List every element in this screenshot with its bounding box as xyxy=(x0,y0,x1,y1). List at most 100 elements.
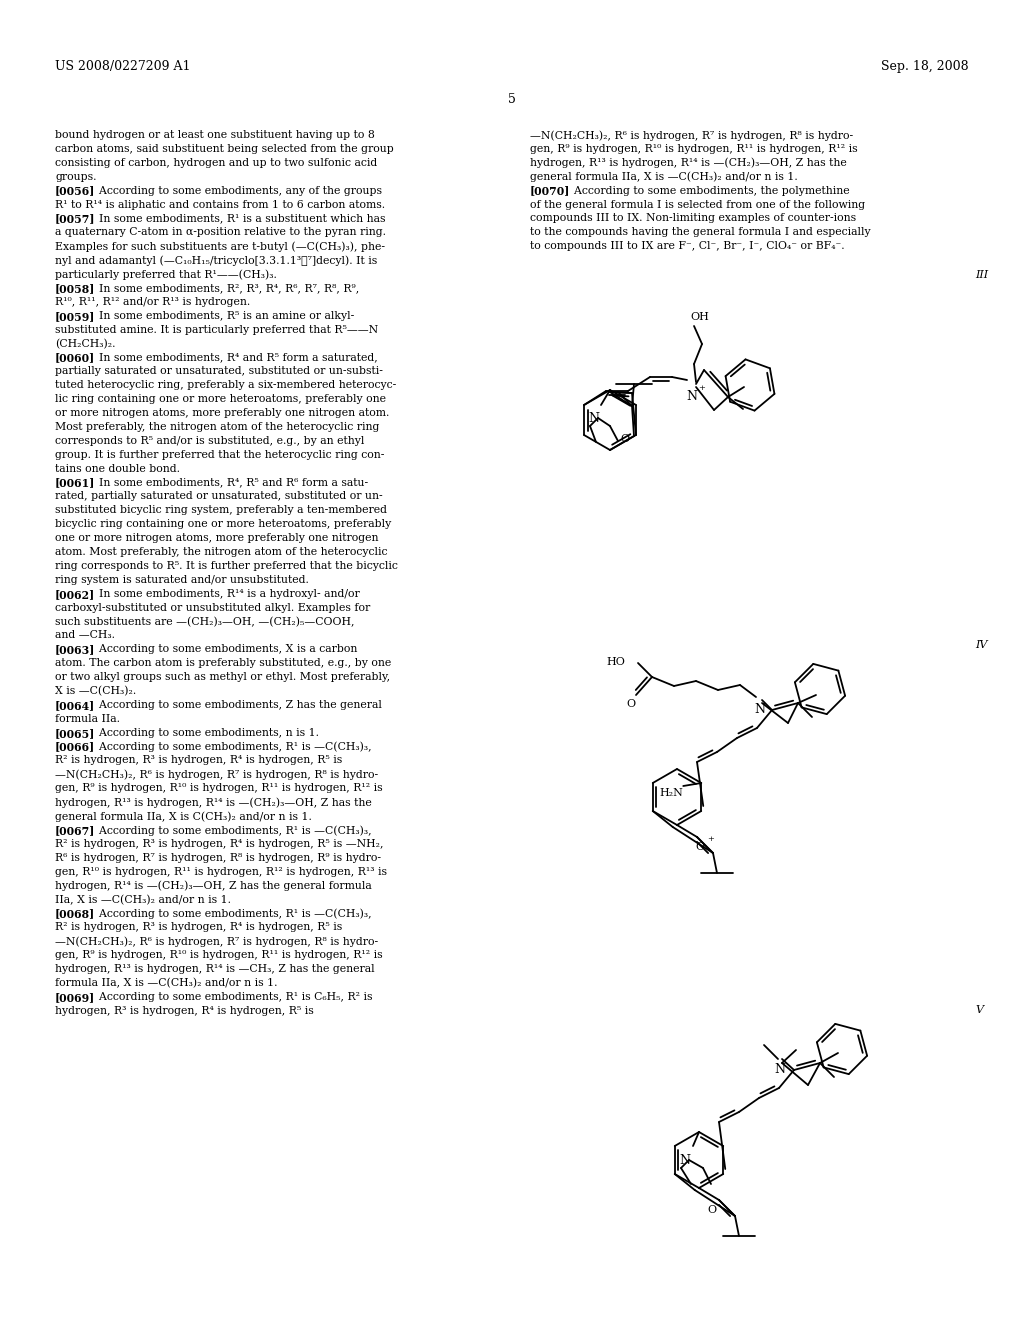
Text: In some embodiments, R², R³, R⁴, R⁶, R⁷, R⁸, R⁹,: In some embodiments, R², R³, R⁴, R⁶, R⁷,… xyxy=(85,282,359,293)
Text: groups.: groups. xyxy=(55,172,96,182)
Text: formula IIa, X is —C(CH₃)₂ and/or n is 1.: formula IIa, X is —C(CH₃)₂ and/or n is 1… xyxy=(55,978,278,989)
Text: [0070]: [0070] xyxy=(530,186,570,197)
Text: compounds III to IX. Non-limiting examples of counter-ions: compounds III to IX. Non-limiting exampl… xyxy=(530,214,856,223)
Text: H₂N: H₂N xyxy=(659,788,683,799)
Text: hydrogen, R¹³ is hydrogen, R¹⁴ is —CH₃, Z has the general: hydrogen, R¹³ is hydrogen, R¹⁴ is —CH₃, … xyxy=(55,964,375,974)
Text: US 2008/0227209 A1: US 2008/0227209 A1 xyxy=(55,59,190,73)
Text: According to some embodiments, X is a carbon: According to some embodiments, X is a ca… xyxy=(85,644,357,655)
Text: nyl and adamantyl (—C₁₀H₁₅/tricyclo[3.3.1.1³‧⁷]decyl). It is: nyl and adamantyl (—C₁₀H₁₅/tricyclo[3.3.… xyxy=(55,255,377,265)
Text: and —CH₃.: and —CH₃. xyxy=(55,631,115,640)
Text: IV: IV xyxy=(975,640,987,649)
Text: In some embodiments, R¹ is a substituent which has: In some embodiments, R¹ is a substituent… xyxy=(85,214,386,223)
Text: corresponds to R⁵ and/or is substituted, e.g., by an ethyl: corresponds to R⁵ and/or is substituted,… xyxy=(55,436,365,446)
Text: [0068]: [0068] xyxy=(55,908,95,920)
Text: +: + xyxy=(707,836,714,843)
Text: carbon atoms, said substituent being selected from the group: carbon atoms, said substituent being sel… xyxy=(55,144,394,154)
Text: Most preferably, the nitrogen atom of the heterocyclic ring: Most preferably, the nitrogen atom of th… xyxy=(55,422,379,432)
Text: O: O xyxy=(707,1205,716,1214)
Text: consisting of carbon, hydrogen and up to two sulfonic acid: consisting of carbon, hydrogen and up to… xyxy=(55,158,377,168)
Text: hydrogen, R¹⁴ is —(CH₂)₃—OH, Z has the general formula: hydrogen, R¹⁴ is —(CH₂)₃—OH, Z has the g… xyxy=(55,880,372,891)
Text: According to some embodiments, R¹ is C₆H₅, R² is: According to some embodiments, R¹ is C₆H… xyxy=(85,991,373,1002)
Text: or more nitrogen atoms, more preferably one nitrogen atom.: or more nitrogen atoms, more preferably … xyxy=(55,408,389,418)
Text: According to some embodiments, the polymethine: According to some embodiments, the polym… xyxy=(560,186,850,195)
Text: gen, R¹⁰ is hydrogen, R¹¹ is hydrogen, R¹² is hydrogen, R¹³ is: gen, R¹⁰ is hydrogen, R¹¹ is hydrogen, R… xyxy=(55,867,387,876)
Text: N: N xyxy=(754,704,765,715)
Text: partially saturated or unsaturated, substituted or un-substi-: partially saturated or unsaturated, subs… xyxy=(55,366,383,376)
Text: [0060]: [0060] xyxy=(55,352,95,363)
Text: According to some embodiments, any of the groups: According to some embodiments, any of th… xyxy=(85,186,382,195)
Text: —N(CH₂CH₃)₂, R⁶ is hydrogen, R⁷ is hydrogen, R⁸ is hydro-: —N(CH₂CH₃)₂, R⁶ is hydrogen, R⁷ is hydro… xyxy=(55,770,378,780)
Text: [0066]: [0066] xyxy=(55,742,95,752)
Text: According to some embodiments, n is 1.: According to some embodiments, n is 1. xyxy=(85,727,319,738)
Text: atom. Most preferably, the nitrogen atom of the heterocyclic: atom. Most preferably, the nitrogen atom… xyxy=(55,546,387,557)
Text: group. It is further preferred that the heterocyclic ring con-: group. It is further preferred that the … xyxy=(55,450,384,459)
Text: Sep. 18, 2008: Sep. 18, 2008 xyxy=(882,59,969,73)
Text: ring corresponds to R⁵. It is further preferred that the bicyclic: ring corresponds to R⁵. It is further pr… xyxy=(55,561,398,570)
Text: X is —C(CH₃)₂.: X is —C(CH₃)₂. xyxy=(55,686,136,697)
Text: such substituents are —(CH₂)₃—OH, —(CH₂)₅—COOH,: such substituents are —(CH₂)₃—OH, —(CH₂)… xyxy=(55,616,354,627)
Text: N: N xyxy=(686,389,697,403)
Text: R² is hydrogen, R³ is hydrogen, R⁴ is hydrogen, R⁵ is: R² is hydrogen, R³ is hydrogen, R⁴ is hy… xyxy=(55,755,342,766)
Text: [0058]: [0058] xyxy=(55,282,95,294)
Text: +: + xyxy=(698,384,705,392)
Text: gen, R⁹ is hydrogen, R¹⁰ is hydrogen, R¹¹ is hydrogen, R¹² is: gen, R⁹ is hydrogen, R¹⁰ is hydrogen, R¹… xyxy=(55,950,383,960)
Text: [0067]: [0067] xyxy=(55,825,95,836)
Text: R¹ to R¹⁴ is aliphatic and contains from 1 to 6 carbon atoms.: R¹ to R¹⁴ is aliphatic and contains from… xyxy=(55,199,385,210)
Text: tains one double bond.: tains one double bond. xyxy=(55,463,180,474)
Text: [0059]: [0059] xyxy=(55,310,95,322)
Text: In some embodiments, R⁴ and R⁵ form a saturated,: In some embodiments, R⁴ and R⁵ form a sa… xyxy=(85,352,378,363)
Text: N: N xyxy=(774,1063,785,1076)
Text: [0057]: [0057] xyxy=(55,214,95,224)
Text: bound hydrogen or at least one substituent having up to 8: bound hydrogen or at least one substitue… xyxy=(55,129,375,140)
Text: R¹⁰, R¹¹, R¹² and/or R¹³ is hydrogen.: R¹⁰, R¹¹, R¹² and/or R¹³ is hydrogen. xyxy=(55,297,250,306)
Text: general formula IIa, X is C(CH₃)₂ and/or n is 1.: general formula IIa, X is C(CH₃)₂ and/or… xyxy=(55,810,312,821)
Text: ring system is saturated and/or unsubstituted.: ring system is saturated and/or unsubsti… xyxy=(55,574,309,585)
Text: R² is hydrogen, R³ is hydrogen, R⁴ is hydrogen, R⁵ is —NH₂,: R² is hydrogen, R³ is hydrogen, R⁴ is hy… xyxy=(55,840,384,849)
Text: According to some embodiments, R¹ is —C(CH₃)₃,: According to some embodiments, R¹ is —C(… xyxy=(85,742,372,752)
Text: substituted bicyclic ring system, preferably a ten-membered: substituted bicyclic ring system, prefer… xyxy=(55,506,387,515)
Text: rated, partially saturated or unsaturated, substituted or un-: rated, partially saturated or unsaturate… xyxy=(55,491,383,502)
Text: [0063]: [0063] xyxy=(55,644,95,655)
Text: gen, R⁹ is hydrogen, R¹⁰ is hydrogen, R¹¹ is hydrogen, R¹² is: gen, R⁹ is hydrogen, R¹⁰ is hydrogen, R¹… xyxy=(55,783,383,793)
Text: —N(CH₂CH₃)₂, R⁶ is hydrogen, R⁷ is hydrogen, R⁸ is hydro-: —N(CH₂CH₃)₂, R⁶ is hydrogen, R⁷ is hydro… xyxy=(530,129,853,140)
Text: of the general formula I is selected from one of the following: of the general formula I is selected fro… xyxy=(530,199,865,210)
Text: V: V xyxy=(975,1005,983,1015)
Text: Examples for such substituents are t-butyl (—C(CH₃)₃), phe-: Examples for such substituents are t-but… xyxy=(55,242,385,252)
Text: III: III xyxy=(975,271,988,280)
Text: N: N xyxy=(588,412,599,425)
Text: [0065]: [0065] xyxy=(55,727,95,739)
Text: In some embodiments, R¹⁴ is a hydroxyl- and/or: In some embodiments, R¹⁴ is a hydroxyl- … xyxy=(85,589,360,599)
Text: [0069]: [0069] xyxy=(55,991,95,1003)
Text: to compounds III to IX are F⁻, Cl⁻, Br⁻, I⁻, ClO₄⁻ or BF₄⁻.: to compounds III to IX are F⁻, Cl⁻, Br⁻,… xyxy=(530,242,845,251)
Text: hydrogen, R¹³ is hydrogen, R¹⁴ is —(CH₂)₃—OH, Z has the: hydrogen, R¹³ is hydrogen, R¹⁴ is —(CH₂)… xyxy=(55,797,372,808)
Text: (CH₂CH₃)₂.: (CH₂CH₃)₂. xyxy=(55,338,116,348)
Text: [0064]: [0064] xyxy=(55,700,95,711)
Text: carboxyl-substituted or unsubstituted alkyl. Examples for: carboxyl-substituted or unsubstituted al… xyxy=(55,603,371,612)
Text: —N(CH₂CH₃)₂, R⁶ is hydrogen, R⁷ is hydrogen, R⁸ is hydro-: —N(CH₂CH₃)₂, R⁶ is hydrogen, R⁷ is hydro… xyxy=(55,936,378,946)
Text: In some embodiments, R⁵ is an amine or alkyl-: In some embodiments, R⁵ is an amine or a… xyxy=(85,310,354,321)
Text: tuted heterocyclic ring, preferably a six-membered heterocyc-: tuted heterocyclic ring, preferably a si… xyxy=(55,380,396,391)
Text: O: O xyxy=(695,842,705,851)
Text: R² is hydrogen, R³ is hydrogen, R⁴ is hydrogen, R⁵ is: R² is hydrogen, R³ is hydrogen, R⁴ is hy… xyxy=(55,923,342,932)
Text: gen, R⁹ is hydrogen, R¹⁰ is hydrogen, R¹¹ is hydrogen, R¹² is: gen, R⁹ is hydrogen, R¹⁰ is hydrogen, R¹… xyxy=(530,144,858,154)
Text: 5: 5 xyxy=(508,92,516,106)
Text: a quaternary C-atom in α-position relative to the pyran ring.: a quaternary C-atom in α-position relati… xyxy=(55,227,386,238)
Text: [0056]: [0056] xyxy=(55,186,95,197)
Text: atom. The carbon atom is preferably substituted, e.g., by one: atom. The carbon atom is preferably subs… xyxy=(55,659,391,668)
Text: According to some embodiments, R¹ is —C(CH₃)₃,: According to some embodiments, R¹ is —C(… xyxy=(85,908,372,919)
Text: O: O xyxy=(620,434,629,444)
Text: or two alkyl groups such as methyl or ethyl. Most preferably,: or two alkyl groups such as methyl or et… xyxy=(55,672,390,682)
Text: [0061]: [0061] xyxy=(55,478,95,488)
Text: [0062]: [0062] xyxy=(55,589,95,599)
Text: OH: OH xyxy=(690,312,709,322)
Text: IIa, X is —C(CH₃)₂ and/or n is 1.: IIa, X is —C(CH₃)₂ and/or n is 1. xyxy=(55,895,231,904)
Text: hydrogen, R³ is hydrogen, R⁴ is hydrogen, R⁵ is: hydrogen, R³ is hydrogen, R⁴ is hydrogen… xyxy=(55,1006,313,1015)
Text: general formula IIa, X is —C(CH₃)₂ and/or n is 1.: general formula IIa, X is —C(CH₃)₂ and/o… xyxy=(530,172,798,182)
Text: lic ring containing one or more heteroatoms, preferably one: lic ring containing one or more heteroat… xyxy=(55,395,386,404)
Text: HO: HO xyxy=(606,657,625,667)
Text: formula IIa.: formula IIa. xyxy=(55,714,120,723)
Text: In some embodiments, R⁴, R⁵ and R⁶ form a satu-: In some embodiments, R⁴, R⁵ and R⁶ form … xyxy=(85,478,369,487)
Text: particularly preferred that R¹——(CH₃)₃.: particularly preferred that R¹——(CH₃)₃. xyxy=(55,269,276,280)
Text: According to some embodiments, Z has the general: According to some embodiments, Z has the… xyxy=(85,700,382,710)
Text: According to some embodiments, R¹ is —C(CH₃)₃,: According to some embodiments, R¹ is —C(… xyxy=(85,825,372,836)
